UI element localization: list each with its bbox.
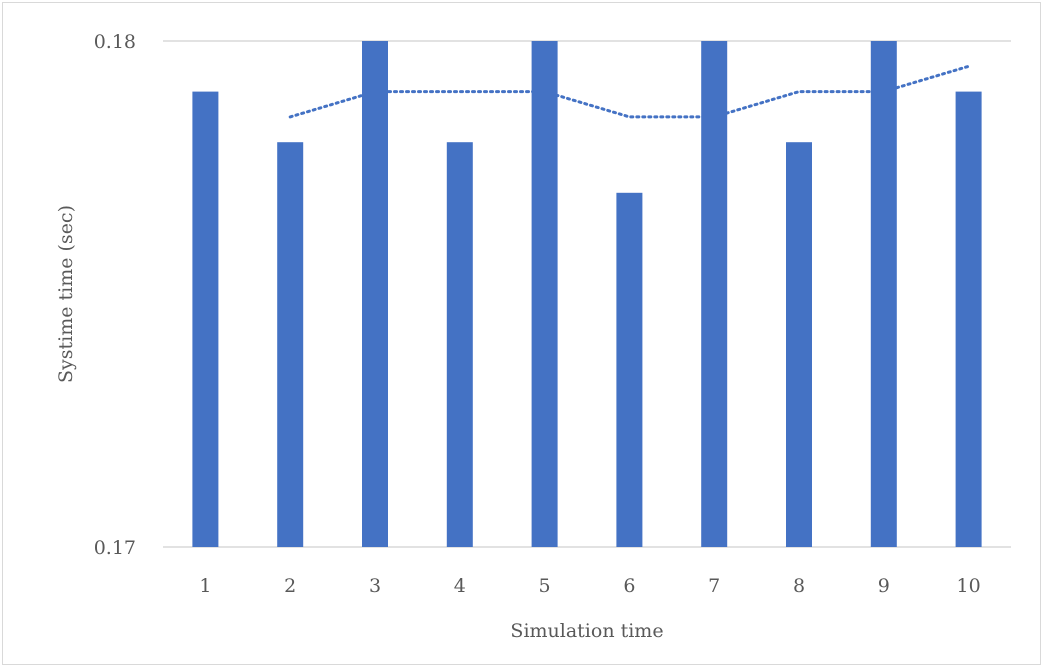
x-tick-label-5: 5 bbox=[539, 575, 551, 597]
bar-6 bbox=[616, 192, 643, 548]
bar-3 bbox=[362, 41, 388, 547]
bar-1 bbox=[192, 91, 219, 547]
x-tick-label-1: 1 bbox=[199, 575, 211, 597]
y-tick-label-1: 0.18 bbox=[94, 31, 136, 53]
x-tick-label-6: 6 bbox=[623, 575, 635, 597]
bar-8 bbox=[786, 142, 812, 547]
bar-4 bbox=[446, 142, 473, 547]
x-tick-label-2: 2 bbox=[284, 575, 296, 597]
bar-7 bbox=[701, 41, 728, 547]
moving-average-trendline bbox=[288, 64, 971, 119]
x-tick-label-9: 9 bbox=[878, 575, 890, 597]
gridlines bbox=[163, 40, 1011, 548]
x-tick-label-7: 7 bbox=[708, 575, 720, 597]
bar-2 bbox=[277, 142, 304, 547]
y-axis-title: Systime time (sec) bbox=[55, 205, 77, 383]
bar-5 bbox=[531, 41, 558, 547]
x-tick-label-8: 8 bbox=[793, 575, 805, 597]
bar-9 bbox=[870, 41, 897, 547]
bar-series bbox=[192, 41, 982, 548]
x-tick-label-10: 10 bbox=[957, 575, 981, 597]
bar-10 bbox=[955, 91, 982, 547]
x-axis-title: Simulation time bbox=[510, 620, 663, 642]
x-tick-label-4: 4 bbox=[454, 575, 466, 597]
x-axis-ticks: 1 2 3 4 5 6 7 8 9 10 bbox=[199, 575, 980, 597]
x-tick-label-3: 3 bbox=[369, 575, 381, 597]
y-tick-label-0: 0.17 bbox=[94, 537, 136, 559]
y-axis-ticks: 0.17 0.18 bbox=[94, 31, 136, 559]
